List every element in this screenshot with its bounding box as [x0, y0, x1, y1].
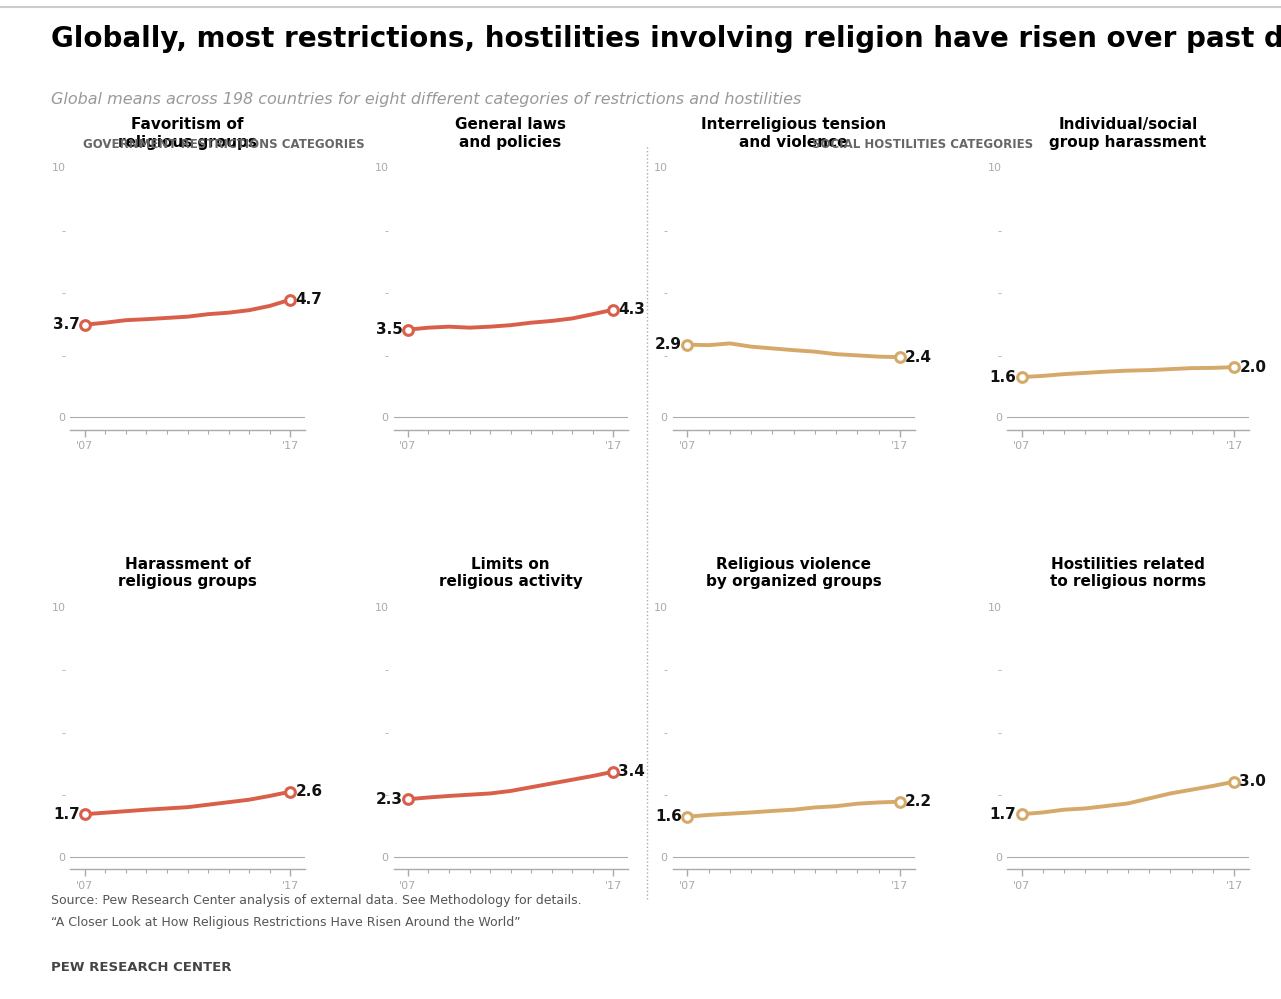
Title: Favoritism of
religious groups: Favoritism of religious groups [118, 117, 257, 150]
Text: 1.6: 1.6 [655, 809, 681, 824]
Text: “A Closer Look at How Religious Restrictions Have Risen Around the World”: “A Closer Look at How Religious Restrict… [51, 916, 521, 929]
Text: 2.6: 2.6 [296, 784, 323, 799]
Text: 4.3: 4.3 [619, 302, 646, 318]
Title: General laws
and policies: General laws and policies [455, 117, 566, 150]
Text: 2.3: 2.3 [375, 791, 402, 807]
Text: 3.5: 3.5 [375, 322, 402, 338]
Title: Harassment of
religious groups: Harassment of religious groups [118, 556, 257, 589]
Text: GOVERNMENT RESTRICTIONS CATEGORIES: GOVERNMENT RESTRICTIONS CATEGORIES [83, 138, 365, 151]
Text: Global means across 198 countries for eight different categories of restrictions: Global means across 198 countries for ei… [51, 92, 802, 107]
Text: 4.7: 4.7 [296, 292, 323, 308]
Title: Limits on
religious activity: Limits on religious activity [438, 556, 583, 589]
Text: 1.7: 1.7 [990, 806, 1016, 822]
Text: Source: Pew Research Center analysis of external data. See Methodology for detai: Source: Pew Research Center analysis of … [51, 894, 582, 907]
Text: Globally, most restrictions, hostilities involving religion have risen over past: Globally, most restrictions, hostilities… [51, 25, 1281, 53]
Text: 3.4: 3.4 [619, 764, 646, 779]
Text: SOCIAL HOSTILITIES CATEGORIES: SOCIAL HOSTILITIES CATEGORIES [812, 138, 1032, 151]
Title: Religious violence
by organized groups: Religious violence by organized groups [706, 556, 881, 589]
Text: 3.0: 3.0 [1240, 774, 1267, 789]
Text: 2.4: 2.4 [906, 350, 933, 365]
Title: Interreligious tension
and violence: Interreligious tension and violence [701, 117, 886, 150]
Text: 1.7: 1.7 [53, 806, 79, 822]
Text: 2.0: 2.0 [1240, 360, 1267, 375]
Text: 3.7: 3.7 [53, 317, 79, 333]
Title: Hostilities related
to religious norms: Hostilities related to religious norms [1050, 556, 1205, 589]
Text: 2.2: 2.2 [906, 794, 933, 809]
Text: 1.6: 1.6 [989, 370, 1016, 385]
Text: 2.9: 2.9 [655, 337, 681, 353]
Text: PEW RESEARCH CENTER: PEW RESEARCH CENTER [51, 961, 232, 974]
Title: Individual/social
group harassment: Individual/social group harassment [1049, 117, 1207, 150]
